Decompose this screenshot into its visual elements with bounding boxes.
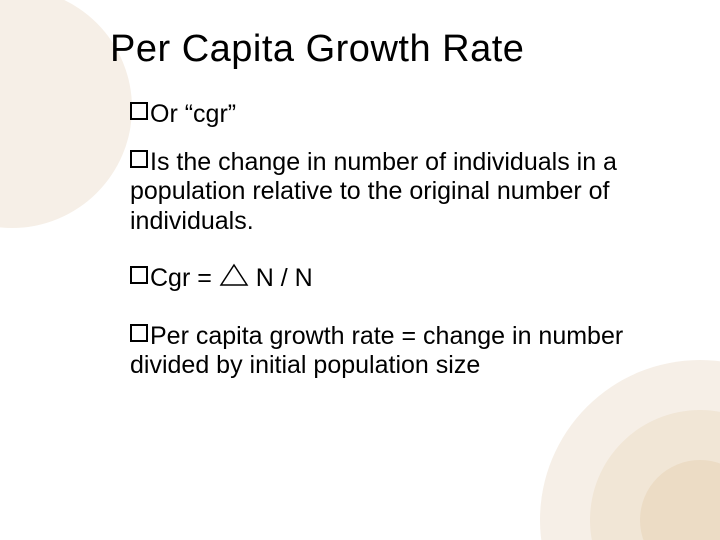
bullet-item-1: Or “cgr”: [130, 100, 650, 130]
bullet-item-2: Is the change in number of individuals i…: [130, 148, 650, 237]
content-body: Or “cgr” Is the change in number of indi…: [130, 100, 650, 399]
square-bullet-icon: [130, 102, 148, 120]
square-bullet-icon: [130, 266, 148, 284]
bullet-item-4: Per capita growth rate = change in numbe…: [130, 322, 650, 381]
square-bullet-icon: [130, 324, 148, 342]
bullet-text: Per capita growth rate = change in numbe…: [130, 322, 623, 380]
bullet-text: Or “cgr”: [150, 100, 236, 128]
square-bullet-icon: [130, 150, 148, 168]
page-title: Per Capita Growth Rate: [110, 28, 524, 71]
bullet-item-3: Cgr = N / N: [130, 264, 650, 294]
bullet-text: Is the change in number of individuals i…: [130, 148, 617, 235]
slide: Per Capita Growth Rate Or “cgr” Is the c…: [0, 0, 720, 540]
delta-triangle-icon: [219, 263, 249, 287]
bullet-suffix: N / N: [256, 264, 313, 292]
bullet-prefix: Cgr =: [150, 264, 212, 292]
